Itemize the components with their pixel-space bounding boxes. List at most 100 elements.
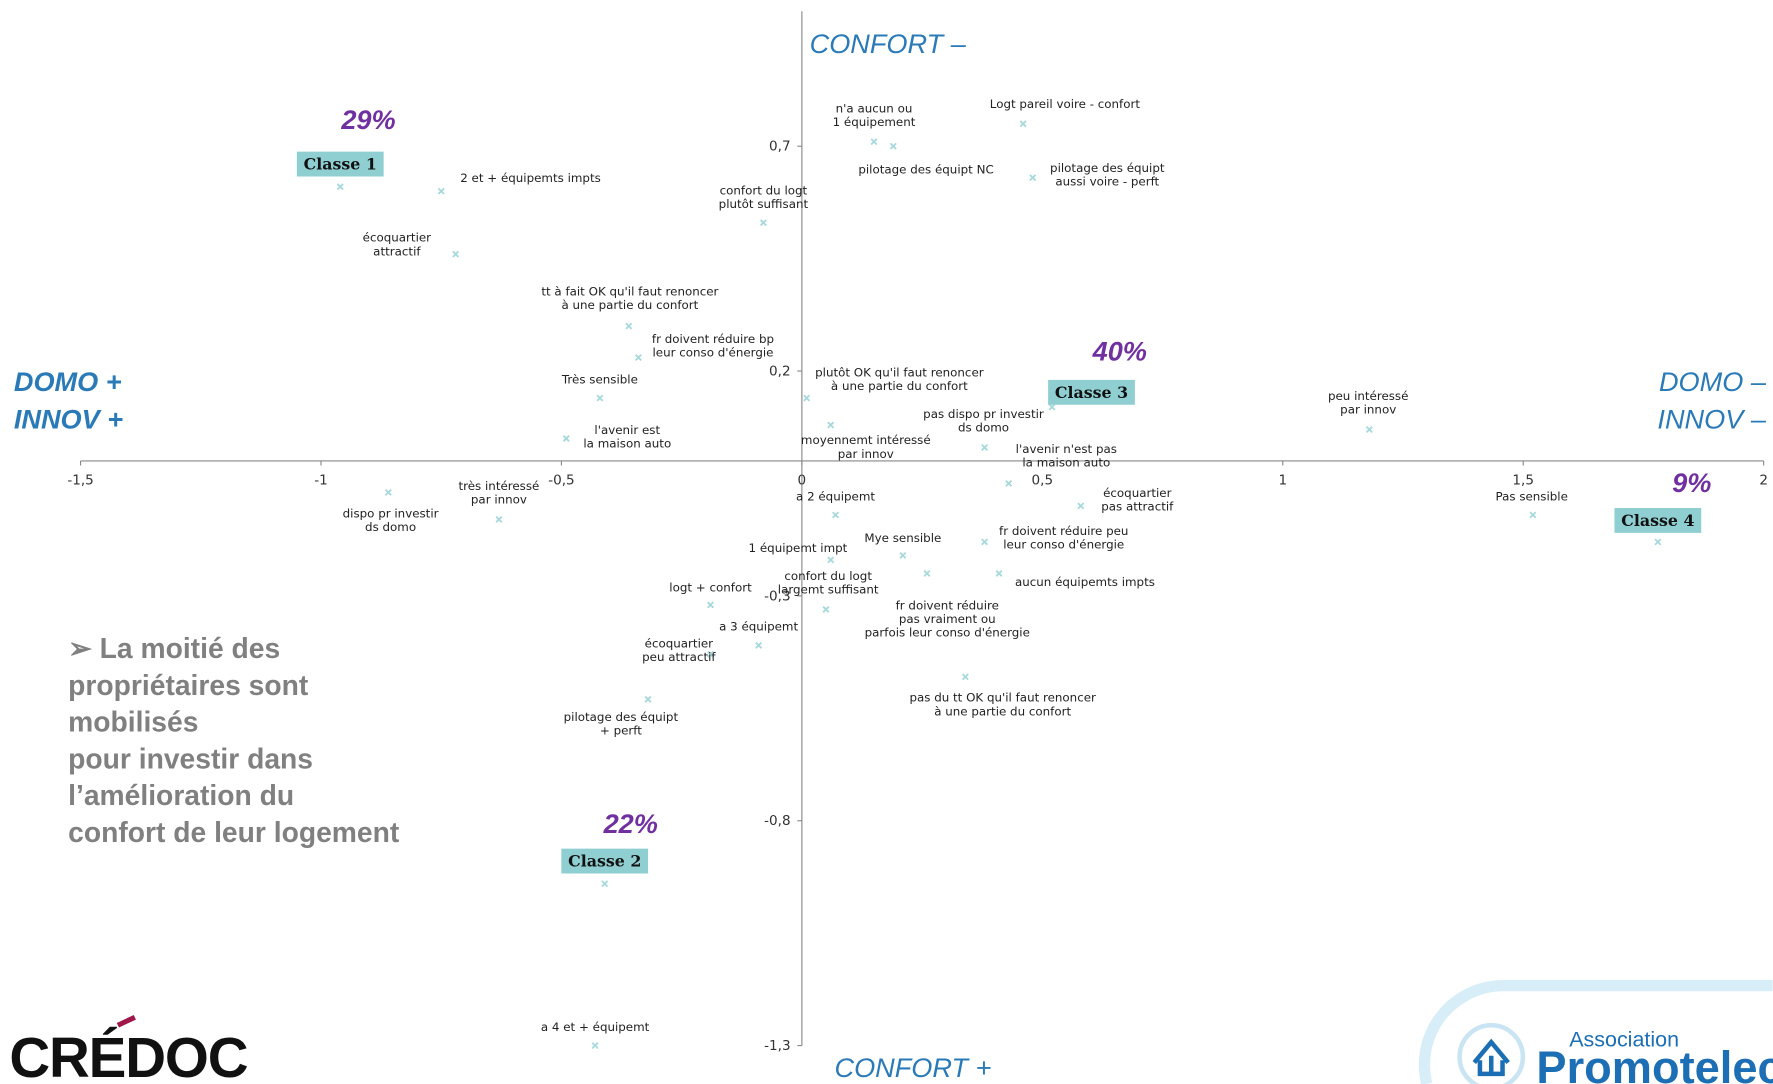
point-label: n'a aucun ou [836, 101, 913, 115]
class-share: 9% [1672, 467, 1711, 498]
point [870, 138, 878, 146]
point [644, 695, 652, 703]
point [759, 219, 767, 227]
point-label: pilotage des équipt [1050, 161, 1165, 175]
x-tick-label: -0,5 [548, 473, 574, 489]
point-label: pilotage des équipt NC [858, 162, 993, 176]
point [923, 569, 931, 577]
class-point [1048, 403, 1056, 411]
logo-house [1472, 1038, 1510, 1077]
point-label: l'avenir est [594, 423, 660, 437]
logo-swoosh [1418, 980, 1773, 1084]
point-label: Pas sensible [1495, 489, 1567, 503]
point [961, 673, 969, 681]
point [707, 650, 714, 658]
point [437, 187, 445, 195]
point-label: à une partie du confort [831, 379, 968, 393]
x-tick-label: 1,5 [1512, 473, 1534, 489]
point [981, 444, 989, 451]
point-label: logt + confort [669, 580, 752, 594]
y-tick-label: -1,3 [764, 1038, 790, 1054]
point-label: parfois leur conso d'énergie [865, 626, 1030, 640]
point [889, 142, 897, 150]
class-point [1654, 538, 1662, 546]
promotelec-logo: Association Promotelec [1418, 980, 1773, 1084]
note: l’amélioration du [68, 779, 294, 811]
point [1365, 426, 1373, 433]
point-label: écoquartier [1103, 486, 1172, 500]
point [832, 511, 840, 519]
point [1005, 480, 1013, 487]
point-label: Très sensible [561, 372, 638, 386]
point [995, 569, 1003, 577]
point-label: aucun équipemts impts [1015, 575, 1155, 589]
credoc-logo: CRÉDOC [9, 1015, 249, 1084]
point-label: fr doivent réduire peu [999, 524, 1128, 538]
class-share: 22% [603, 808, 658, 839]
note: mobilisés [68, 705, 198, 737]
class-label: Classe 4 [1621, 511, 1694, 530]
point-label: pas attractif [1101, 499, 1174, 513]
point-label: la maison auto [583, 437, 671, 451]
point-label: tt à fait OK qu'il faut renoncer [541, 285, 718, 299]
point-label: par innov [471, 493, 527, 507]
point-label: a 4 et + équipemt [541, 1020, 650, 1034]
x-tick-label: 0 [798, 473, 807, 489]
axis-label-left: INNOV + [14, 403, 123, 434]
logo-circle [1457, 1022, 1526, 1084]
note: confort de leur logement [68, 816, 400, 848]
x-tick-label: 2 [1759, 473, 1768, 489]
class-box [1614, 508, 1702, 533]
point [495, 515, 503, 523]
point-label: peu intéressé [1328, 389, 1408, 403]
x-tick-label: 1 [1278, 473, 1287, 489]
class-label: Classe 1 [304, 155, 377, 174]
class-box [1048, 379, 1135, 405]
axis-label-bottom: CONFORT + [835, 1052, 992, 1083]
point [827, 421, 835, 429]
point [981, 538, 989, 546]
point-label: peu attractif [642, 650, 716, 664]
point-label: par innov [1340, 403, 1396, 417]
axis-label-top: CONFORT – [810, 28, 967, 59]
point-label: ds domo [958, 421, 1009, 435]
point [384, 488, 392, 496]
class-point [601, 880, 609, 888]
point-label: confort du logt [720, 183, 808, 197]
point-label: la maison auto [1022, 456, 1110, 470]
point [591, 1042, 599, 1050]
y-tick-label: 0,2 [769, 364, 791, 380]
point [707, 601, 714, 609]
point [596, 394, 604, 402]
point-label: Mye sensible [864, 531, 941, 545]
point-label: pas vraiment ou [899, 612, 996, 626]
logo-text: Promotelec [1536, 1042, 1773, 1084]
point-label: ds domo [365, 520, 416, 534]
point-label: écoquartier [363, 231, 432, 245]
axis-label-right: INNOV – [1657, 403, 1766, 434]
class-share: 29% [340, 104, 395, 135]
point-label: leur conso d'énergie [653, 345, 774, 359]
point-label: attractif [373, 244, 421, 258]
point-label: aussi voire - perft [1055, 175, 1159, 189]
y-tick-label: -0,8 [764, 813, 790, 829]
class-box [296, 151, 384, 177]
point-label: largemt suffisant [778, 583, 879, 597]
point-label: pas dispo pr investir [923, 407, 1044, 421]
point-label: fr doivent réduire [896, 599, 999, 613]
point-label: pas du tt OK qu'il faut renoncer [909, 691, 1096, 705]
point-label: à une partie du confort [561, 298, 698, 312]
point [562, 435, 570, 442]
note: pour investir dans [68, 743, 313, 775]
logo-text: CRÉDOC [9, 1026, 247, 1084]
point [899, 551, 907, 559]
point [1077, 502, 1085, 510]
point [1029, 174, 1037, 182]
y-tick-label: 0,7 [769, 139, 791, 155]
class-point [336, 183, 344, 191]
point-label: plutôt OK qu'il faut renoncer [815, 366, 984, 380]
point [803, 394, 811, 402]
logo-small: Association [1569, 1028, 1679, 1052]
point-label: Logt pareil voire - confort [990, 97, 1141, 111]
